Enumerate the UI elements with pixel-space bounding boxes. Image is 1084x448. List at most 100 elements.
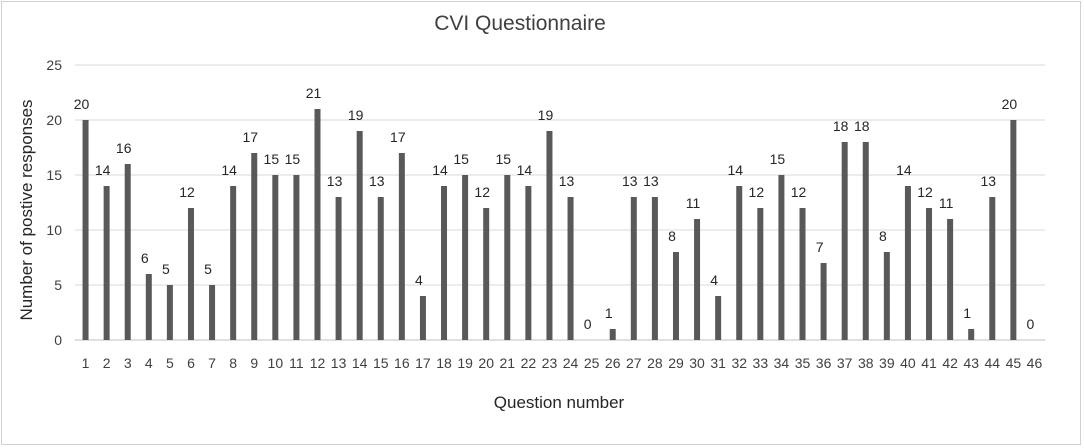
bar <box>525 186 532 340</box>
bar <box>293 175 300 340</box>
bar <box>841 142 848 340</box>
bar <box>715 296 722 340</box>
data-label: 19 <box>348 107 364 123</box>
data-label: 20 <box>74 96 90 112</box>
data-label: 14 <box>95 162 111 178</box>
bar <box>335 197 342 340</box>
bar <box>356 131 363 340</box>
x-tick-label: 44 <box>984 355 1000 371</box>
gridlines <box>75 64 1045 341</box>
data-label: 1 <box>963 305 971 321</box>
data-label: 13 <box>327 173 343 189</box>
y-tick-label: 5 <box>54 277 62 293</box>
bar <box>272 175 279 340</box>
data-label: 15 <box>264 151 280 167</box>
data-label: 17 <box>242 129 258 145</box>
data-label: 15 <box>770 151 786 167</box>
data-label: 11 <box>686 195 701 211</box>
data-label: 13 <box>980 173 996 189</box>
data-label: 14 <box>727 162 743 178</box>
x-tick-label: 7 <box>208 355 216 371</box>
bar <box>820 263 827 340</box>
bar <box>947 219 954 340</box>
bar <box>609 329 616 340</box>
data-label: 5 <box>204 261 212 277</box>
data-label: 15 <box>453 151 469 167</box>
x-tick-label: 24 <box>563 355 579 371</box>
y-tick-label: 15 <box>46 167 62 183</box>
x-tick-label: 10 <box>268 355 284 371</box>
data-label: 20 <box>1002 96 1018 112</box>
data-label: 6 <box>141 250 149 266</box>
x-tick-label: 2 <box>103 355 111 371</box>
data-label: 5 <box>162 261 170 277</box>
x-tick-label: 29 <box>668 355 684 371</box>
y-tick-label: 10 <box>46 222 62 238</box>
x-tick-label: 43 <box>963 355 979 371</box>
data-label: 13 <box>369 173 385 189</box>
x-tick-label: 33 <box>753 355 769 371</box>
data-label: 12 <box>179 184 195 200</box>
x-tick-label: 14 <box>352 355 368 371</box>
x-tick-label: 26 <box>605 355 621 371</box>
x-tick-label: 27 <box>626 355 642 371</box>
x-tick-label: 36 <box>816 355 832 371</box>
bar <box>904 186 911 340</box>
bar <box>546 131 553 340</box>
data-label: 15 <box>495 151 511 167</box>
chart-title: CVI Questionnaire <box>434 12 606 35</box>
x-tick-label: 9 <box>250 355 258 371</box>
x-tick-label: 20 <box>478 355 494 371</box>
bar <box>567 197 574 340</box>
x-tick-label: 35 <box>795 355 811 371</box>
bar <box>314 109 321 340</box>
x-tick-label: 8 <box>229 355 237 371</box>
data-label: 11 <box>939 195 954 211</box>
x-tick-label: 23 <box>542 355 558 371</box>
data-label: 8 <box>879 228 887 244</box>
x-tick-label: 32 <box>731 355 747 371</box>
data-label: 13 <box>559 173 575 189</box>
bar <box>145 274 152 340</box>
data-label: 4 <box>415 272 423 288</box>
bar <box>651 197 658 340</box>
x-tick-label: 39 <box>879 355 895 371</box>
data-label: 12 <box>917 184 933 200</box>
y-tick-label: 20 <box>46 112 62 128</box>
x-tick-label: 42 <box>942 355 958 371</box>
bar <box>799 208 806 340</box>
data-label: 16 <box>116 140 132 156</box>
x-tick-label: 37 <box>837 355 853 371</box>
data-label: 21 <box>306 85 322 101</box>
x-tick-label: 17 <box>415 355 431 371</box>
bar <box>398 153 405 340</box>
x-tick-label: 3 <box>124 355 132 371</box>
x-tick-label: 25 <box>584 355 600 371</box>
bar <box>883 252 890 340</box>
data-label: 13 <box>622 173 638 189</box>
data-label: 1 <box>605 305 613 321</box>
data-label: 18 <box>833 118 849 134</box>
data-label: 12 <box>474 184 490 200</box>
bar <box>968 329 975 340</box>
x-tick-label: 31 <box>710 355 726 371</box>
bar <box>483 208 490 340</box>
bar <box>187 208 194 340</box>
data-label: 14 <box>221 162 237 178</box>
bar <box>989 197 996 340</box>
bar <box>124 164 131 340</box>
data-label: 0 <box>584 316 592 332</box>
bar <box>377 197 384 340</box>
y-tick-labels: 0 5 10 15 20 25 <box>46 57 62 348</box>
bar <box>230 186 237 340</box>
bar <box>757 208 764 340</box>
bar <box>209 285 216 340</box>
y-tick-label: 25 <box>46 57 62 73</box>
x-tick-label: 45 <box>1006 355 1022 371</box>
y-axis-title: Number of postive responses <box>17 99 36 320</box>
x-tick-label: 6 <box>187 355 195 371</box>
data-label: 0 <box>1027 316 1035 332</box>
x-tick-label: 11 <box>289 355 304 371</box>
